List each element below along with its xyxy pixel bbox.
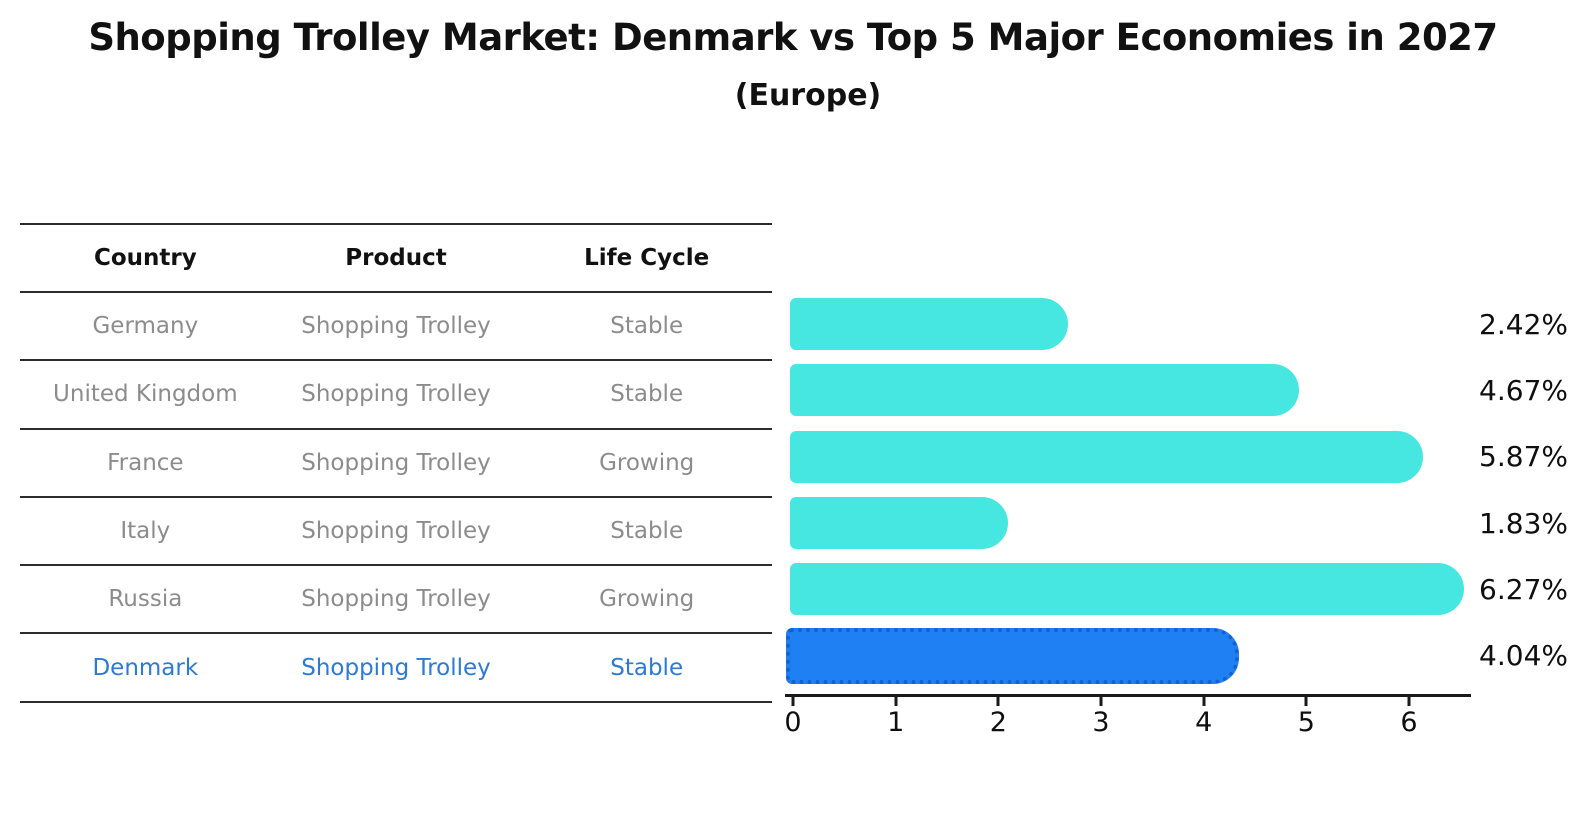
cell-product: Shopping Trolley	[301, 449, 491, 476]
cell-product: Shopping Trolley	[301, 381, 491, 408]
column-header-country: Country	[93, 245, 197, 271]
x-axis-tick-label: 0	[784, 707, 802, 738]
x-axis-tick	[1202, 696, 1206, 706]
value-label-germany: 2.42%	[1479, 307, 1568, 341]
value-label-united-kingdom: 4.67%	[1479, 373, 1568, 407]
cell-lifecycle: Stable	[610, 313, 684, 340]
x-axis-tick-label: 6	[1400, 707, 1418, 738]
value-label-italy: 1.83%	[1479, 506, 1568, 540]
x-axis-tick-label: 4	[1195, 707, 1213, 738]
value-label-france: 5.87%	[1479, 440, 1568, 474]
table-row-france: France Shopping Trolley Growing	[20, 430, 772, 498]
bar-denmark	[786, 627, 1239, 684]
value-label-russia: 6.27%	[1479, 572, 1568, 606]
table-row-italy: Italy Shopping Trolley Stable	[20, 498, 772, 567]
table-row-germany: Germany Shopping Trolley Stable	[20, 293, 772, 362]
bar-russia	[790, 563, 1464, 616]
cell-country: Germany	[92, 313, 199, 340]
bar-plot-area	[786, 291, 1490, 689]
cell-product: Shopping Trolley	[301, 518, 491, 545]
x-axis-tick-label: 5	[1297, 707, 1315, 738]
x-axis-tick-label: 1	[887, 707, 905, 738]
chart-subtitle: (Europe)	[734, 78, 882, 113]
x-axis-tick	[1099, 696, 1103, 706]
cell-country: United Kingdom	[53, 381, 238, 408]
cell-product: Shopping Trolley	[301, 586, 491, 613]
x-axis-tick-label: 3	[1092, 707, 1110, 738]
table-row-denmark: Denmark Shopping Trolley Stable	[20, 634, 772, 703]
cell-lifecycle: Stable	[610, 381, 684, 408]
cell-product: Shopping Trolley	[301, 313, 491, 340]
cell-country: Russia	[108, 586, 183, 613]
x-axis-tick	[791, 696, 795, 706]
x-axis-tick	[1304, 696, 1308, 706]
value-label-column: 2.42% 4.67% 5.87% 1.83% 6.27% 4.04%	[1466, 291, 1576, 689]
chart-title: Shopping Trolley Market: Denmark vs Top …	[88, 16, 1498, 59]
table-row-united-kingdom: United Kingdom Shopping Trolley Stable	[20, 361, 772, 430]
column-header-lifecycle: Life Cycle	[584, 245, 710, 271]
bar-france	[790, 430, 1423, 483]
x-axis-tick	[996, 696, 1000, 706]
table-header-row: Country Product Life Cycle	[20, 223, 772, 293]
cell-lifecycle: Stable	[610, 518, 684, 545]
cell-country: Italy	[120, 518, 171, 545]
x-axis-tick	[894, 696, 898, 706]
cell-lifecycle: Growing	[599, 449, 695, 476]
bar-italy	[790, 497, 1008, 550]
column-header-product: Product	[345, 245, 447, 271]
value-label-denmark: 4.04%	[1479, 639, 1568, 673]
cell-country: Denmark	[92, 654, 199, 681]
x-axis-tick-label: 2	[989, 707, 1007, 738]
country-table: Country Product Life Cycle Germany Shopp…	[20, 223, 772, 703]
table-row-russia: Russia Shopping Trolley Growing	[20, 566, 772, 635]
cell-country: France	[107, 449, 184, 476]
bar-united-kingdom	[790, 364, 1299, 417]
x-axis-line	[785, 694, 1471, 697]
cell-lifecycle: Stable	[610, 654, 684, 681]
x-axis-tick	[1407, 696, 1411, 706]
cell-lifecycle: Growing	[599, 586, 695, 613]
cell-product: Shopping Trolley	[301, 654, 491, 681]
bar-germany	[790, 298, 1068, 351]
